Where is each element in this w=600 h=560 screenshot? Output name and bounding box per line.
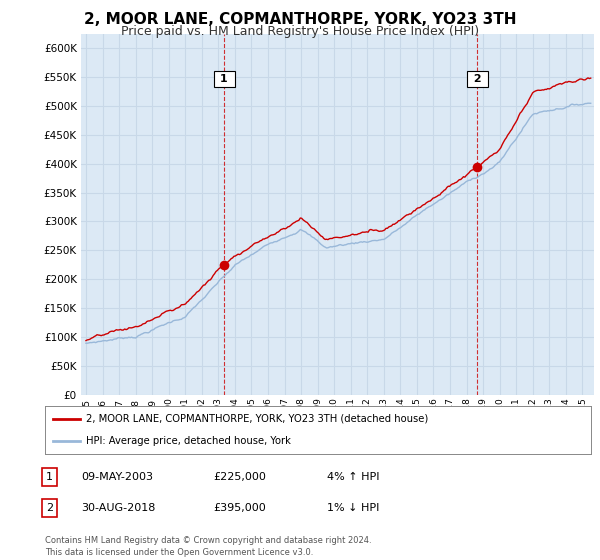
Text: £225,000: £225,000 bbox=[213, 472, 266, 482]
Text: HPI: Average price, detached house, York: HPI: Average price, detached house, York bbox=[86, 436, 291, 446]
Text: 30-AUG-2018: 30-AUG-2018 bbox=[81, 503, 155, 513]
Text: 4% ↑ HPI: 4% ↑ HPI bbox=[327, 472, 380, 482]
Text: £395,000: £395,000 bbox=[213, 503, 266, 513]
Text: 2, MOOR LANE, COPMANTHORPE, YORK, YO23 3TH (detached house): 2, MOOR LANE, COPMANTHORPE, YORK, YO23 3… bbox=[86, 414, 428, 424]
Text: Price paid vs. HM Land Registry's House Price Index (HPI): Price paid vs. HM Land Registry's House … bbox=[121, 25, 479, 38]
Text: 1: 1 bbox=[46, 472, 53, 482]
Text: 2: 2 bbox=[470, 74, 485, 84]
Text: 1: 1 bbox=[217, 74, 232, 84]
Text: 2, MOOR LANE, COPMANTHORPE, YORK, YO23 3TH: 2, MOOR LANE, COPMANTHORPE, YORK, YO23 3… bbox=[84, 12, 516, 27]
Text: 2: 2 bbox=[46, 503, 53, 513]
Text: Contains HM Land Registry data © Crown copyright and database right 2024.
This d: Contains HM Land Registry data © Crown c… bbox=[45, 536, 371, 557]
Text: 09-MAY-2003: 09-MAY-2003 bbox=[81, 472, 153, 482]
Text: 1% ↓ HPI: 1% ↓ HPI bbox=[327, 503, 379, 513]
